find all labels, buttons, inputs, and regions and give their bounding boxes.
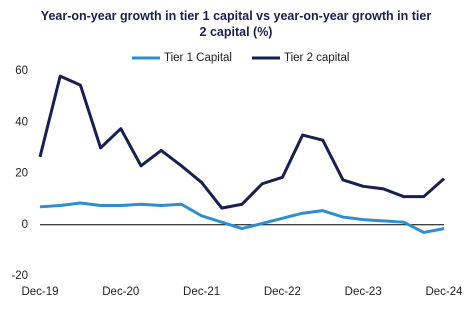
series-line [38, 74, 445, 210]
series-line [39, 201, 445, 234]
y-tick-label: 0 [22, 219, 28, 231]
y-tick-label: 40 [15, 116, 28, 128]
x-tick-label: Dec-23 [345, 286, 382, 298]
y-tick-label: -20 [11, 270, 28, 282]
legend-label: Tier 1 Capital [164, 52, 232, 64]
x-tick-label: Dec-21 [183, 286, 220, 298]
x-tick-label: Dec-19 [21, 286, 58, 298]
x-tick-label: Dec-24 [425, 286, 463, 298]
y-tick-label: 20 [15, 168, 28, 180]
x-tick-label: Dec-22 [264, 286, 301, 298]
chart-title: Year-on-year growth in tier 1 capital vs… [40, 9, 432, 39]
y-tick-label: 60 [15, 65, 28, 77]
x-tick-label: Dec-20 [102, 286, 139, 298]
legend-label: Tier 2 capital [284, 52, 349, 64]
